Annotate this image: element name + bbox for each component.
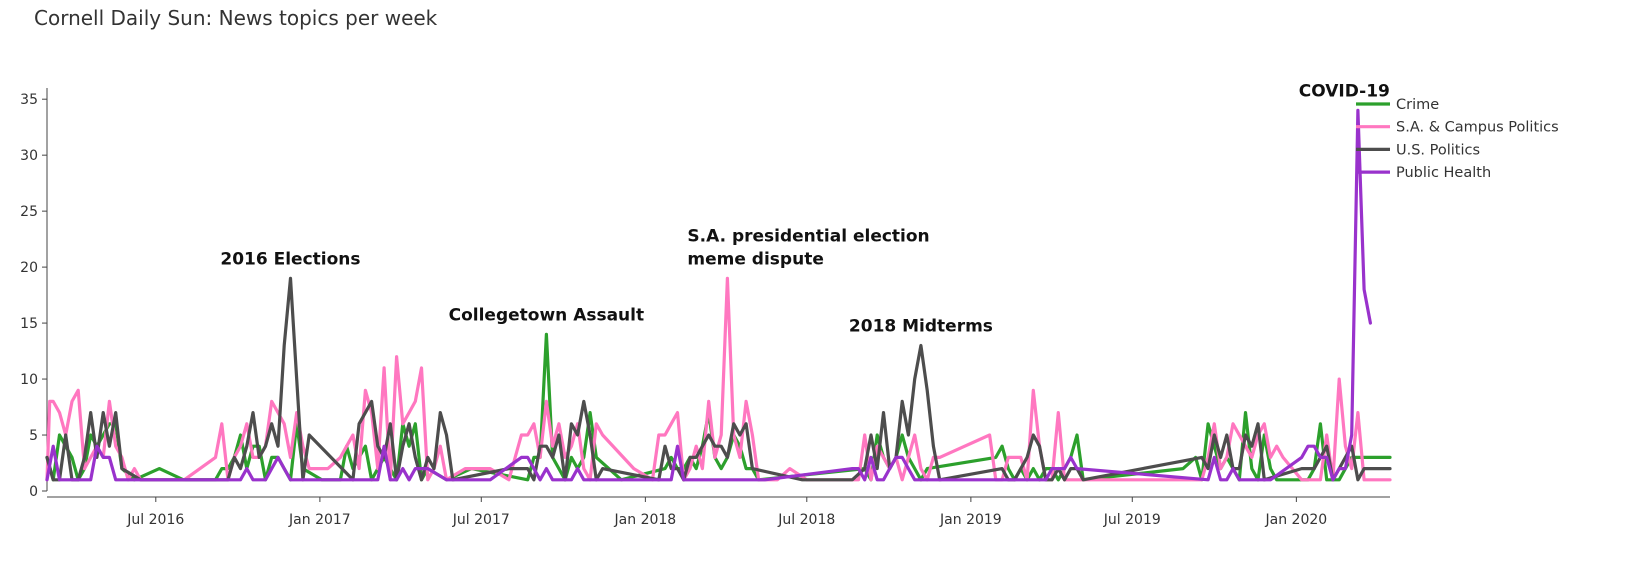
annotation: S.A. presidential election meme dispute bbox=[687, 226, 929, 269]
y-tick-label: 20 bbox=[20, 260, 38, 276]
y-tick-label: 5 bbox=[29, 428, 38, 444]
y-tick-label: 0 bbox=[29, 484, 38, 500]
x-tick-label: Jul 2018 bbox=[777, 512, 835, 528]
y-tick-label: 35 bbox=[20, 92, 38, 108]
series-line-crime bbox=[45, 332, 1392, 482]
y-tick-label: 15 bbox=[20, 316, 38, 332]
y-tick-label: 10 bbox=[20, 372, 38, 388]
annotations: 2016 Elections Collegetown Assault S.A. pr… bbox=[220, 81, 1390, 336]
x-tick-label: Jul 2016 bbox=[126, 512, 184, 528]
legend: Crime S.A. & Campus Politics U.S. Politics… bbox=[1356, 97, 1559, 181]
annotation: Collegetown Assault bbox=[449, 305, 645, 325]
annotation: 2018 Midterms bbox=[849, 316, 993, 336]
x-tick-label: Jan 2017 bbox=[288, 512, 351, 528]
chart-title: Cornell Daily Sun: News topics per week bbox=[34, 6, 438, 30]
x-tick-label: Jul 2017 bbox=[452, 512, 510, 528]
x-tick-label: Jan 2019 bbox=[939, 512, 1002, 528]
legend-label: Public Health bbox=[1396, 165, 1491, 181]
y-tick-label: 30 bbox=[20, 148, 38, 164]
annotation: COVID-19 bbox=[1299, 81, 1390, 101]
legend-label: S.A. & Campus Politics bbox=[1396, 120, 1559, 136]
x-tick-label: Jan 2020 bbox=[1265, 512, 1328, 528]
series-line-u-s-politics bbox=[45, 276, 1392, 482]
legend-label: Crime bbox=[1396, 97, 1439, 113]
y-tick-label: 25 bbox=[20, 204, 38, 220]
legend-label: U.S. Politics bbox=[1396, 142, 1480, 158]
annotation: 2016 Elections bbox=[220, 249, 360, 269]
series-lines bbox=[45, 108, 1392, 482]
x-tick-label: Jul 2019 bbox=[1103, 512, 1161, 528]
series-line-s-a-campus-politics bbox=[45, 276, 1392, 482]
axes: 0 5 10 15 20 25 30 35 Jul 2016 Jan 2017 Jul 2017 Ja… bbox=[20, 88, 1390, 528]
series-line-public-health bbox=[45, 108, 1372, 482]
x-tick-label: Jan 2018 bbox=[614, 512, 677, 528]
